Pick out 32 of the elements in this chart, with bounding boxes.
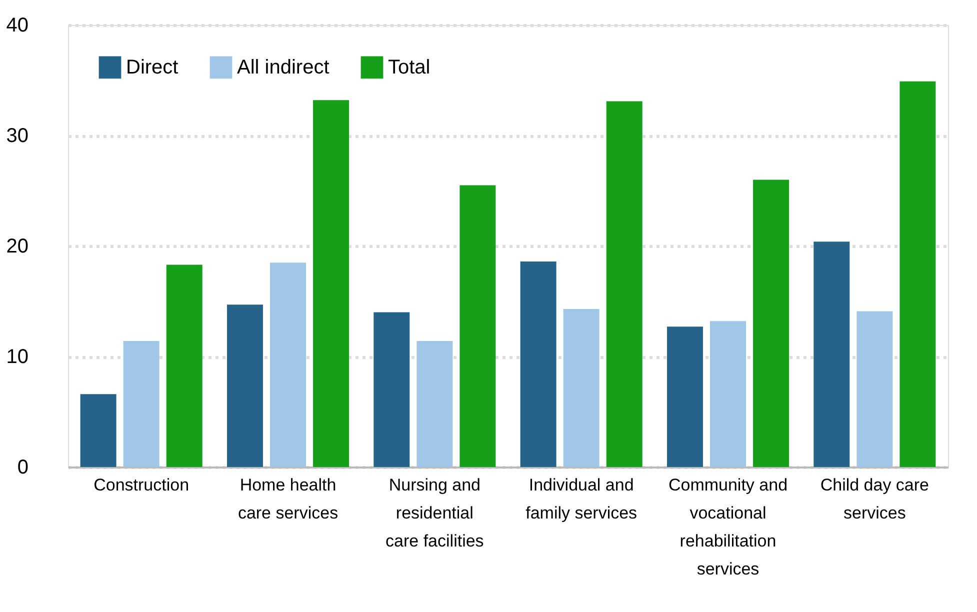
- legend-label: Direct: [126, 56, 179, 78]
- bar: [313, 100, 350, 467]
- bar: [606, 101, 642, 467]
- bar: [856, 311, 893, 467]
- bar: [374, 312, 410, 467]
- x-tick-label: Individual and family services: [526, 476, 638, 522]
- x-tick-label: Child day care services: [820, 476, 930, 522]
- bar: [900, 81, 936, 467]
- bar: [80, 394, 116, 467]
- bar: [520, 261, 556, 467]
- y-tick-label: 20: [6, 236, 28, 258]
- bar: [166, 264, 202, 467]
- legend-label: Total: [388, 56, 430, 78]
- y-tick-label: 40: [6, 14, 28, 36]
- legend-label: All indirect: [237, 56, 330, 78]
- y-tick-label: 10: [6, 346, 28, 368]
- x-tick-label: Home health care services: [238, 476, 338, 522]
- bar: [460, 185, 496, 467]
- bar: [710, 321, 746, 467]
- x-tick-label: Nursing and residential care facilities: [386, 476, 484, 550]
- y-tick-label: 0: [17, 456, 28, 478]
- y-tick-label: 30: [6, 125, 28, 147]
- bar: [416, 341, 453, 467]
- bar: [814, 242, 850, 467]
- x-tick-label: Community and vocational rehabilitation services: [668, 476, 788, 578]
- bar: [226, 304, 263, 467]
- bar: [753, 180, 790, 467]
- bar: [123, 341, 160, 467]
- bar: [270, 262, 306, 467]
- bar: [666, 326, 703, 467]
- bar: [563, 308, 600, 467]
- x-tick-label: Construction: [94, 476, 190, 494]
